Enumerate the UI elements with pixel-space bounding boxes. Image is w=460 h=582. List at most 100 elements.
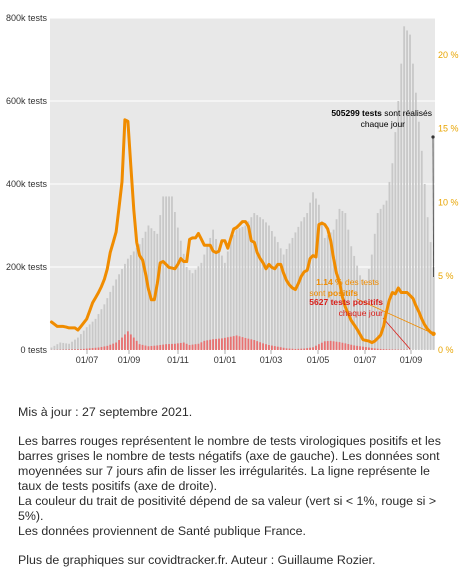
negative-test-bar: [303, 217, 305, 350]
positive-test-bar: [200, 342, 202, 350]
negative-test-bar: [309, 203, 311, 350]
right-tick-label: 5 %: [438, 271, 454, 281]
negative-test-bar: [174, 212, 176, 350]
annotation-positive-daily: chaque jour: [339, 308, 384, 318]
positive-test-bar: [112, 344, 114, 350]
annotation-tests-daily: chaque jour: [361, 119, 406, 129]
positive-test-bar: [342, 343, 344, 350]
positive-test-bar: [89, 348, 91, 350]
negative-test-bar: [315, 199, 317, 350]
negative-test-bar: [177, 228, 179, 350]
description-source: Les données proviennent de Santé publiqu…: [18, 524, 448, 539]
negative-test-bar: [386, 201, 388, 350]
negative-test-bar: [391, 163, 393, 350]
negative-test-bar: [289, 243, 291, 350]
negative-test-bar: [286, 249, 288, 350]
negative-test-bar: [112, 286, 114, 350]
negative-test-bar: [394, 132, 396, 350]
positive-test-bar: [212, 339, 214, 350]
positive-test-bar: [68, 349, 70, 350]
positive-test-bar: [83, 349, 85, 350]
positive-test-bar: [259, 342, 261, 350]
negative-test-bar: [74, 340, 76, 350]
positive-test-bar: [253, 340, 255, 350]
svg-text:1.14 % des tests: 1.14 % des tests: [316, 277, 379, 287]
x-tick-label: 01/07: [354, 355, 377, 365]
positive-test-bar: [153, 346, 155, 350]
positive-test-bar: [333, 341, 335, 350]
positive-test-bar: [391, 349, 393, 350]
positive-test-bar: [292, 349, 294, 350]
negative-test-bar: [150, 228, 152, 350]
negative-test-bar: [98, 314, 100, 350]
positive-test-bar: [86, 349, 88, 350]
positive-test-bar: [224, 338, 226, 350]
negative-test-bar: [145, 232, 147, 350]
positive-test-bar: [359, 346, 361, 350]
negative-test-bar: [409, 35, 411, 350]
x-tick-label: 01/09: [118, 355, 141, 365]
negative-test-bar: [292, 238, 294, 350]
negative-test-bar: [242, 227, 244, 350]
x-tick-label: 01/09: [400, 355, 423, 365]
positive-test-bar: [139, 344, 141, 350]
positive-test-bar: [103, 346, 105, 350]
negative-test-bar: [259, 217, 261, 350]
positive-test-bar: [297, 349, 299, 350]
negative-test-bar: [56, 344, 58, 350]
positive-test-bar: [150, 346, 152, 350]
positive-test-bar: [371, 348, 373, 350]
negative-test-bar: [412, 64, 414, 350]
negative-test-bar: [92, 322, 94, 350]
positive-test-bar: [148, 346, 150, 350]
negative-test-bar: [268, 226, 270, 351]
negative-test-bar: [80, 334, 82, 350]
positive-test-bar: [218, 339, 220, 350]
negative-test-bar: [247, 221, 249, 350]
negative-test-bar: [65, 343, 67, 350]
negative-test-bar: [233, 235, 235, 350]
negative-test-bar: [71, 342, 73, 350]
positive-test-bar: [239, 336, 241, 350]
negative-test-bar: [262, 219, 264, 350]
positive-test-bar: [221, 338, 223, 350]
description-color: La couleur du trait de positivité dépend…: [18, 494, 448, 524]
positive-test-bar: [294, 349, 296, 350]
right-tick-label: 15 %: [438, 124, 459, 134]
right-axis-ticks: 20 %15 %10 %5 %0 %: [438, 50, 459, 355]
negative-test-bar: [83, 331, 85, 350]
negative-test-bar: [306, 213, 308, 350]
left-tick-label: 800k tests: [6, 13, 48, 23]
positive-test-bar: [315, 346, 317, 350]
svg-text:505299 tests sont réalisés: 505299 tests sont réalisés: [331, 108, 432, 118]
positive-test-bar: [227, 337, 229, 350]
positive-test-bar: [262, 343, 264, 350]
negative-test-bar: [239, 228, 241, 350]
positive-test-bar: [74, 349, 76, 350]
positive-test-bar: [250, 339, 252, 350]
positive-test-bar: [174, 344, 176, 350]
positive-test-bar: [271, 346, 273, 350]
credits: Plus de graphiques sur covidtracker.fr. …: [18, 553, 448, 568]
negative-test-bar: [142, 238, 144, 350]
positive-test-bar: [80, 349, 82, 350]
x-tick-label: 01/01: [214, 355, 237, 365]
positive-test-bar: [189, 345, 191, 350]
positive-test-bar: [206, 340, 208, 350]
negative-test-bar: [192, 273, 194, 350]
negative-test-bar: [53, 346, 55, 350]
negative-test-bar: [195, 270, 197, 350]
right-tick-label: 10 %: [438, 197, 459, 207]
left-tick-label: 0 tests: [20, 345, 47, 355]
x-tick-label: 01/11: [167, 355, 189, 365]
positive-test-bar: [300, 349, 302, 350]
negative-test-bar: [403, 26, 405, 350]
negative-test-bar: [400, 64, 402, 350]
positive-test-bar: [389, 349, 391, 350]
description-bars: Les barres rouges représentent le nombre…: [18, 434, 448, 494]
annotation-tests-text: sont réalisés: [382, 108, 432, 118]
negative-test-bar: [51, 348, 53, 350]
positive-test-bar: [162, 345, 164, 350]
negative-test-bar: [230, 240, 232, 350]
positive-test-bar: [209, 340, 211, 350]
